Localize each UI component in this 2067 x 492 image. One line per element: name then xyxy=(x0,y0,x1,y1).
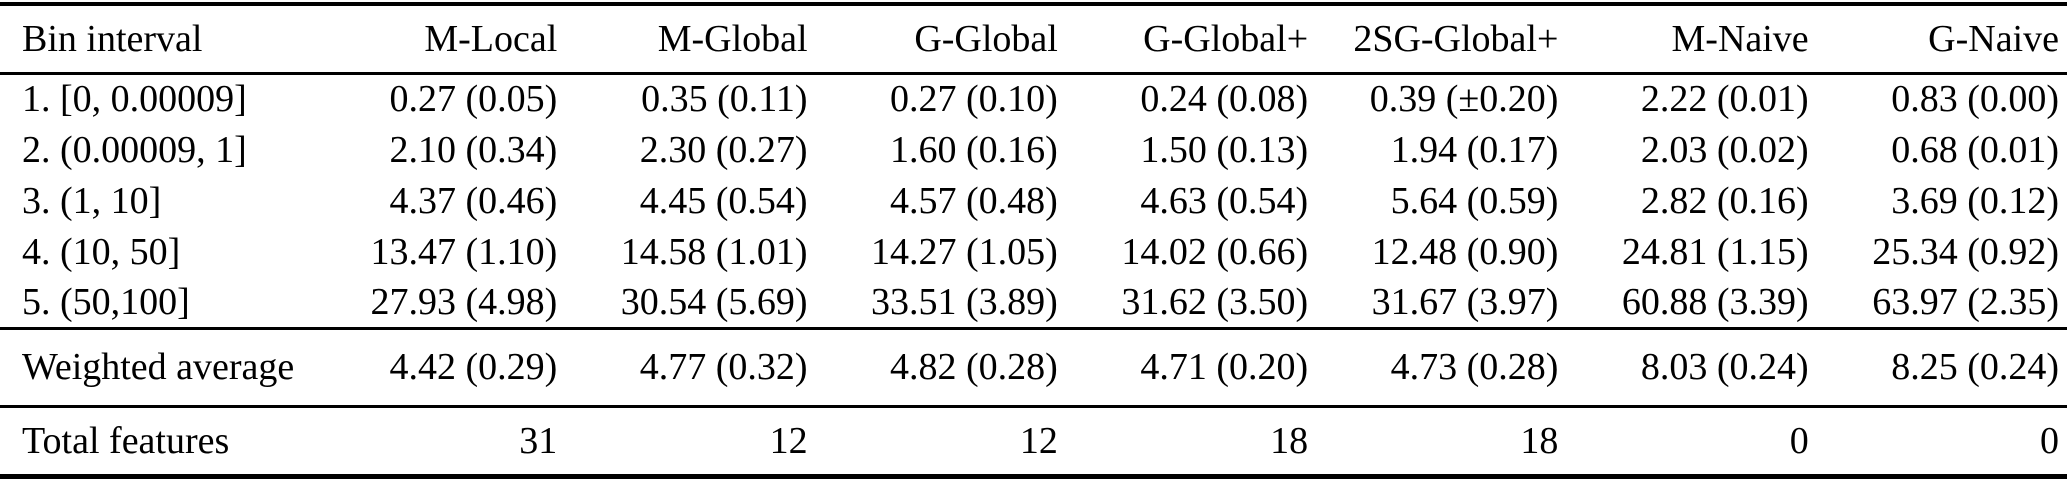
cell-value: 30.54 (5.69) xyxy=(620,280,808,323)
cell-value: 14.02 (0.66) xyxy=(1121,230,1309,273)
cell-value: 4.77 (0.32) xyxy=(639,346,808,388)
table-row: 4. (10, 50] 13.47 (1.10) 14.58 (1.01) 14.27… xyxy=(0,226,2067,277)
table-row: 2. (0.00009, 1] 2.10 (0.34) 2.30 (0.27) 1.6… xyxy=(0,124,2067,175)
cell-value: 33.51 (3.89) xyxy=(871,280,1058,323)
table-row: 1. [0, 0.00009] 0.27 (0.05) 0.35 (0.11) 0.2… xyxy=(0,73,2067,124)
cell-value: 2.30 (0.27) xyxy=(639,128,808,171)
cell-value: 0 xyxy=(1789,419,1809,462)
cell-value: 3.69 (0.12) xyxy=(1891,179,2059,222)
cell-value: 4.37 (0.46) xyxy=(389,179,558,222)
table-header: Bin interval M-Local M-Global G-Global G-Glo… xyxy=(0,4,2067,73)
column-header: M-Naive xyxy=(1671,17,1809,60)
cell-value: 1.50 (0.13) xyxy=(1140,128,1309,171)
cell-value: 2.82 (0.16) xyxy=(1640,179,1809,222)
cell-value: 1.94 (0.17) xyxy=(1390,128,1559,171)
cell-value: 0.39 (±0.20) xyxy=(1369,78,1559,121)
cell-value: 27.93 (4.98) xyxy=(370,280,558,323)
row-label: 5. (50,100] xyxy=(22,280,190,323)
cell-value: 0.83 (0.00) xyxy=(1891,78,2059,121)
cell-value: 18 xyxy=(1270,419,1309,462)
row-label: 1. [0, 0.00009] xyxy=(22,78,247,121)
cell-value: 4.82 (0.28) xyxy=(890,346,1058,388)
weighted-average-section: Weighted average 4.42 (0.29) 4.77 (0.32) 4.… xyxy=(0,328,2067,406)
cell-value: 0.68 (0.01) xyxy=(1891,128,2059,171)
cell-value: 2.22 (0.01) xyxy=(1640,78,1809,121)
column-header: G-Naive xyxy=(1928,17,2059,60)
cell-value: 0.35 (0.11) xyxy=(641,78,808,121)
column-header: M-Global xyxy=(657,17,808,60)
cell-value: 24.81 (1.15) xyxy=(1621,230,1809,273)
row-label: 2. (0.00009, 1] xyxy=(22,128,247,171)
cell-value: 2.03 (0.02) xyxy=(1640,128,1809,171)
cell-value: 31.67 (3.97) xyxy=(1371,280,1559,323)
column-header: G-Global xyxy=(914,17,1058,60)
cell-value: 4.71 (0.20) xyxy=(1140,346,1309,388)
cell-value: 18 xyxy=(1520,419,1559,462)
results-table: Bin interval M-Local M-Global G-Global G-Glo… xyxy=(0,2,2067,479)
cell-value: 12 xyxy=(769,419,808,462)
cell-value: 0.24 (0.08) xyxy=(1140,78,1309,121)
cell-value: 0 xyxy=(2040,419,2059,462)
weighted-average-row: Weighted average 4.42 (0.29) 4.77 (0.32) 4.… xyxy=(0,328,2067,406)
cell-value: 0.27 (0.10) xyxy=(890,78,1058,121)
total-features-row: Total features 31 12 12 18 18 0 0 xyxy=(0,406,2067,476)
row-label: Weighted average xyxy=(22,346,295,388)
cell-value: 31 xyxy=(519,419,558,462)
header-row: Bin interval M-Local M-Global G-Global G-Glo… xyxy=(0,4,2067,73)
cell-value: 4.63 (0.54) xyxy=(1140,179,1309,222)
row-label: 3. (1, 10] xyxy=(22,179,162,222)
cell-value: 60.88 (3.39) xyxy=(1621,280,1809,323)
cell-value: 13.47 (1.10) xyxy=(370,230,558,273)
column-header: 2SG-Global+ xyxy=(1353,17,1559,60)
cell-value: 12 xyxy=(1019,419,1058,462)
cell-value: 4.73 (0.28) xyxy=(1390,346,1559,388)
cell-value: 4.45 (0.54) xyxy=(639,179,808,222)
cell-value: 25.34 (0.92) xyxy=(1872,230,2059,273)
cell-value: 12.48 (0.90) xyxy=(1371,230,1559,273)
cell-value: 0.27 (0.05) xyxy=(389,78,558,121)
total-features-section: Total features 31 12 12 18 18 0 0 xyxy=(0,406,2067,476)
bin-rows-section: 1. [0, 0.00009] 0.27 (0.05) 0.35 (0.11) 0.2… xyxy=(0,73,2067,328)
cell-value: 4.57 (0.48) xyxy=(890,179,1058,222)
cell-value: 31.62 (3.50) xyxy=(1121,280,1309,323)
column-header-bin-interval: Bin interval xyxy=(22,17,203,60)
column-header: G-Global+ xyxy=(1143,17,1309,60)
table-row: 3. (1, 10] 4.37 (0.46) 4.45 (0.54) 4.57 (0.… xyxy=(0,175,2067,226)
table-row: 5. (50,100] 27.93 (4.98) 30.54 (5.69) 33.51… xyxy=(0,277,2067,328)
row-label: 4. (10, 50] xyxy=(22,230,181,273)
cell-value: 5.64 (0.59) xyxy=(1390,179,1559,222)
cell-value: 14.58 (1.01) xyxy=(620,230,808,273)
column-header: M-Local xyxy=(424,17,558,60)
cell-value: 63.97 (2.35) xyxy=(1872,280,2059,323)
cell-value: 14.27 (1.05) xyxy=(871,230,1058,273)
cell-value: 4.42 (0.29) xyxy=(389,346,558,388)
row-label: Total features xyxy=(22,419,230,462)
cell-value: 8.03 (0.24) xyxy=(1640,346,1809,388)
cell-value: 1.60 (0.16) xyxy=(890,128,1058,171)
cell-value: 8.25 (0.24) xyxy=(1891,346,2059,388)
cell-value: 2.10 (0.34) xyxy=(389,128,558,171)
